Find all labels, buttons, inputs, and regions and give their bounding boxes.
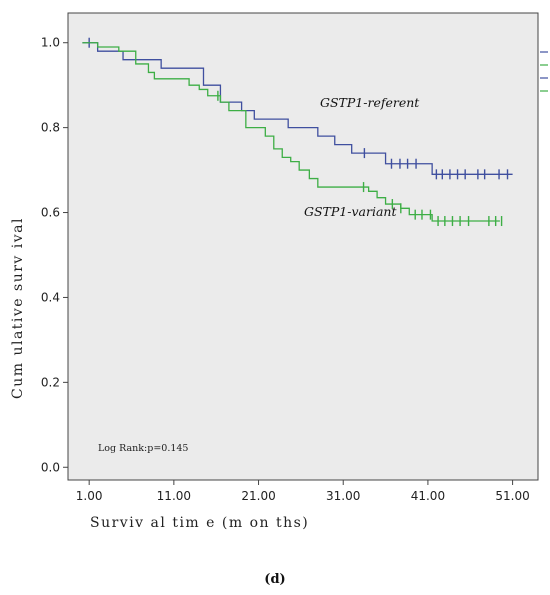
plot-area [67,12,539,481]
x-tick-label: 51.00 [495,489,529,503]
y-tick-label: 0.6 [41,206,60,220]
x-tick-label: 1.00 [76,489,103,503]
y-axis: 0.0 0.2 0.4 0.6 0.8 1.0 [41,36,68,474]
y-tick-label: 0.8 [41,121,60,135]
legend-stub [540,51,548,92]
y-tick-label: 0.2 [41,375,60,389]
survival-curves [82,37,513,227]
x-tick-label: 31.00 [326,489,360,503]
x-tick-label: 11.00 [157,489,191,503]
x-tick-label: 41.00 [411,489,445,503]
y-tick-label: 1.0 [41,36,60,50]
y-tick-label: 0.4 [41,290,60,304]
figure-caption: (d) [264,572,285,587]
y-axis-title: Cum ulative surv ival [10,217,26,399]
x-axis-title: Surviv al tim e (m on ths) [90,515,309,531]
gstp1-referent-step-line [82,42,513,175]
log-rank-annotation: Log Rank:p=0.145 [98,443,188,454]
x-axis: 1.00 11.00 21.00 31.00 41.00 51.00 [76,480,530,503]
gstp1-variant-step-line [82,42,500,222]
x-tick-label: 21.00 [241,489,275,503]
referent-curve-label: GSTP1-referent [320,95,420,110]
variant-curve-label: GSTP1-variant [304,204,397,219]
y-tick-label: 0.0 [41,460,60,474]
